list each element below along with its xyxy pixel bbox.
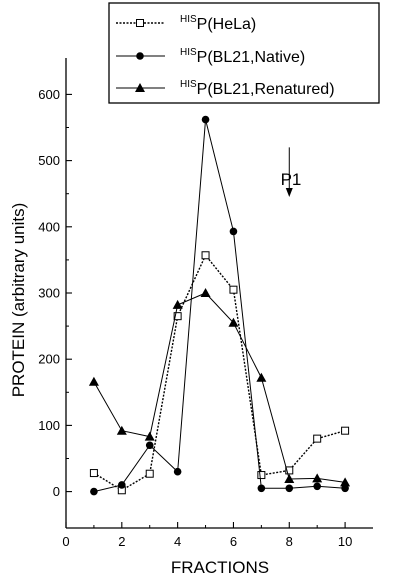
filled-triangle-marker [228, 317, 239, 327]
open-square-marker [89, 469, 98, 478]
filled-triangle-marker [256, 372, 267, 382]
open-square-marker [313, 434, 322, 443]
legend-label-3: HISP(BL21,Renatured) [180, 79, 335, 98]
filled-triangle-marker [340, 477, 351, 487]
filled-circle-marker [285, 484, 294, 493]
open-square-marker [145, 469, 154, 478]
series-3-line [93, 292, 346, 483]
series-2-line [93, 119, 346, 493]
legend-label-main: P(HeLa) [197, 16, 257, 33]
filled-circle-marker [257, 484, 266, 493]
y-tick-label: 100 [38, 418, 60, 433]
filled-circle-marker [118, 481, 126, 489]
filled-circle-marker [201, 115, 210, 124]
x-tick-label: 0 [62, 534, 69, 549]
open-square-marker [201, 251, 210, 260]
x-tick-label: 10 [338, 534, 352, 549]
y-tick-label: 500 [38, 153, 60, 168]
p1-annotation-label: P1 [281, 170, 302, 189]
p1-arrow-head [285, 188, 293, 198]
legend-label-1: HISP(HeLa) [180, 14, 256, 33]
x-axis-title: FRACTIONS [171, 558, 269, 577]
filled-triangle-marker [172, 299, 183, 309]
filled-circle-marker [90, 487, 98, 496]
filled-circle-marker [341, 484, 349, 493]
x-tick-label: 6 [230, 534, 237, 549]
legend: HISP(HeLa)HISP(BL21,Native)HISP(BL21,Ren… [108, 2, 380, 104]
series-3 [88, 288, 351, 487]
y-tick-label: 0 [53, 484, 60, 499]
y-axis-title: PROTEIN (arbitrary units) [9, 203, 28, 398]
x-tick-label: 8 [286, 534, 293, 549]
filled-triangle-marker [200, 288, 211, 297]
annotation-layer: P1 [281, 147, 302, 198]
filled-circle-marker [313, 482, 321, 491]
series-1 [89, 251, 350, 495]
filled-circle-marker [145, 441, 154, 450]
series-2 [90, 115, 349, 496]
y-tick-label: 400 [38, 219, 60, 234]
filled-circle-marker [173, 467, 182, 476]
legend-label-main: P(BL21,Renatured) [197, 81, 335, 98]
filled-triangle-marker [144, 431, 155, 441]
filled-circle-marker [229, 227, 238, 236]
series-1-line [93, 253, 346, 492]
open-square-marker [341, 426, 350, 435]
filled-triangle-marker [135, 83, 145, 92]
filled-triangle-marker [88, 376, 99, 386]
y-tick-label: 300 [38, 286, 60, 301]
open-square-marker [285, 466, 294, 475]
legend-label-2: HISP(BL21,Native) [180, 47, 305, 66]
filled-triangle-marker [284, 474, 295, 484]
open-square-marker [173, 312, 182, 321]
y-tick-label: 600 [38, 87, 60, 102]
filled-triangle-marker [312, 473, 323, 483]
open-square-marker [257, 471, 266, 480]
y-tick-label: 200 [38, 352, 60, 367]
legend-label-main: P(BL21,Native) [197, 49, 306, 66]
filled-circle-marker [136, 52, 144, 60]
plot-series [88, 115, 351, 496]
legend-box [108, 2, 380, 104]
filled-triangle-marker [116, 425, 127, 435]
open-square-marker [136, 19, 144, 27]
legend-label-superscript: HIS [180, 47, 197, 58]
open-square-marker [229, 285, 238, 294]
x-tick-label: 4 [174, 534, 181, 549]
legend-label-superscript: HIS [180, 14, 197, 25]
legend-label-superscript: HIS [180, 79, 197, 90]
x-tick-label: 2 [118, 534, 125, 549]
